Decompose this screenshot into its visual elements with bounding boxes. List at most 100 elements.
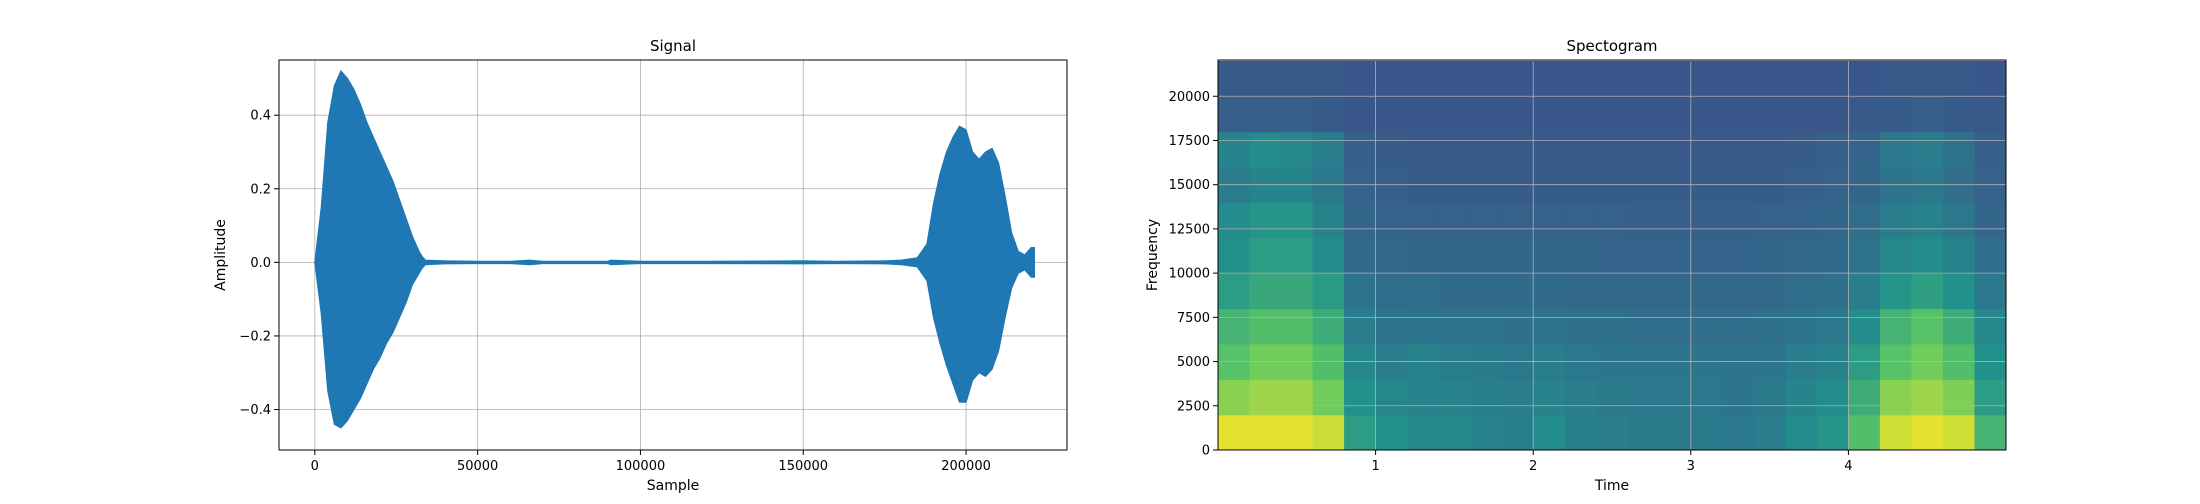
spectrogram-cell — [1816, 131, 1849, 168]
signal-y-axis-label: Amplitude — [213, 219, 229, 291]
spectrogram-cell — [1344, 60, 1377, 97]
spectrogram-cell — [1249, 379, 1282, 416]
spectrogram-chart: Spectogram 1 2 3 4 0 2500 5000 7500 10000 12500 1… — [1145, 37, 2007, 494]
spectrogram-cell — [1659, 60, 1692, 97]
spectrogram-cell — [1533, 414, 1566, 450]
spectrogram-cell — [1659, 379, 1692, 416]
spectrogram-cell — [1281, 202, 1314, 239]
spectrogram-y-tick-label: 15000 — [1169, 178, 1210, 193]
spectrogram-x-axis-label: Time — [1594, 478, 1629, 494]
spectrogram-cell — [1911, 308, 1944, 345]
spectrogram-cell — [1218, 379, 1251, 416]
spectrogram-cell — [1722, 308, 1755, 345]
spectrogram-cell — [1816, 96, 1849, 133]
spectrogram-cell — [1375, 273, 1408, 310]
spectrogram-cell — [1438, 131, 1471, 168]
spectrogram-cell — [1848, 131, 1881, 168]
spectrogram-cell — [1690, 308, 1723, 345]
signal-axes-frame — [278, 59, 1068, 451]
spectrogram-cell — [1659, 237, 1692, 274]
spectrogram-cell — [1470, 379, 1503, 416]
spectrogram-cell — [1407, 308, 1440, 345]
spectrogram-cell — [1974, 60, 2006, 97]
spectrogram-cell — [1281, 237, 1314, 274]
spectrogram-cell — [1438, 237, 1471, 274]
spectrogram-cell — [1848, 202, 1881, 239]
spectrogram-cell — [1974, 379, 2006, 416]
spectrogram-cell — [1974, 237, 2006, 274]
spectrogram-cell — [1690, 414, 1723, 450]
signal-y-tick-label: 0.0 — [250, 256, 271, 271]
spectrogram-cell — [1816, 379, 1849, 416]
spectrogram-cell — [1848, 379, 1881, 416]
spectrogram-cell — [1753, 308, 1786, 345]
spectrogram-cell — [1690, 96, 1723, 133]
spectrogram-cell — [1281, 60, 1314, 97]
spectrogram-gridlines — [1218, 60, 2006, 451]
spectrogram-cell — [1218, 202, 1251, 239]
spectrogram-cell — [1281, 273, 1314, 310]
spectrogram-y-tick-label: 7500 — [1177, 311, 1210, 326]
spectrogram-cell — [1470, 96, 1503, 133]
spectrogram-cell — [1974, 414, 2006, 450]
spectrogram-cell — [1249, 131, 1282, 168]
spectrogram-heatmap — [1218, 60, 2006, 450]
spectrogram-cell — [1627, 237, 1660, 274]
spectrogram-cell — [1943, 308, 1976, 345]
spectrogram-cell — [1407, 237, 1440, 274]
spectrogram-cell — [1690, 273, 1723, 310]
spectrogram-cell — [1879, 237, 1912, 274]
spectrogram-cell — [1911, 237, 1944, 274]
spectrogram-cell — [1533, 131, 1566, 168]
signal-x-ticks: 0 50000 100000 150000 200000 — [311, 450, 991, 474]
spectrogram-cell — [1596, 273, 1629, 310]
spectrogram-cell — [1722, 414, 1755, 450]
spectrogram-cell — [1690, 202, 1723, 239]
spectrogram-cell — [1911, 414, 1944, 450]
spectrogram-cell — [1627, 308, 1660, 345]
spectrogram-title: Spectogram — [1566, 37, 1657, 55]
spectrogram-cell — [1501, 273, 1534, 310]
spectrogram-cell — [1816, 414, 1849, 450]
spectrogram-y-ticks: 0 2500 5000 7500 10000 12500 15000 17500 20000 — [1169, 90, 1218, 459]
spectrogram-cell — [1753, 237, 1786, 274]
signal-title: Signal — [650, 37, 696, 55]
spectrogram-cell — [1722, 96, 1755, 133]
spectrogram-cell — [1879, 131, 1912, 168]
spectrogram-cell — [1943, 131, 1976, 168]
spectrogram-cell — [1470, 414, 1503, 450]
spectrogram-cell — [1627, 273, 1660, 310]
spectrogram-cell — [1722, 131, 1755, 168]
spectrogram-cell — [1564, 273, 1597, 310]
spectrogram-cell — [1879, 308, 1912, 345]
spectrogram-cell — [1659, 308, 1692, 345]
spectrogram-cell — [1911, 96, 1944, 133]
spectrogram-cell — [1659, 202, 1692, 239]
spectrogram-cell — [1974, 202, 2006, 239]
spectrogram-cell — [1879, 96, 1912, 133]
spectrogram-cell — [1375, 60, 1408, 97]
spectrogram-cell — [1470, 202, 1503, 239]
spectrogram-cell — [1344, 237, 1377, 274]
spectrogram-cell — [1816, 273, 1849, 310]
spectrogram-cell — [1249, 202, 1282, 239]
spectrogram-cell — [1501, 308, 1534, 345]
spectrogram-cell — [1407, 379, 1440, 416]
spectrogram-cell — [1375, 414, 1408, 450]
spectrogram-cell — [1533, 60, 1566, 97]
spectrogram-cell — [1816, 202, 1849, 239]
spectrogram-cell — [1249, 414, 1282, 450]
spectrogram-cell — [1438, 379, 1471, 416]
spectrogram-cell — [1407, 414, 1440, 450]
spectrogram-cell — [1218, 308, 1251, 345]
spectrogram-y-tick-label: 20000 — [1169, 90, 1210, 105]
spectrogram-cell — [1312, 202, 1345, 239]
spectrogram-cell — [1407, 131, 1440, 168]
spectrogram-cell — [1281, 131, 1314, 168]
spectrogram-cell — [1470, 237, 1503, 274]
signal-y-tick-label: −0.2 — [239, 329, 271, 344]
spectrogram-cell — [1753, 379, 1786, 416]
spectrogram-cell — [1218, 237, 1251, 274]
signal-y-tick-label: 0.4 — [250, 109, 271, 124]
spectrogram-cell — [1218, 273, 1251, 310]
